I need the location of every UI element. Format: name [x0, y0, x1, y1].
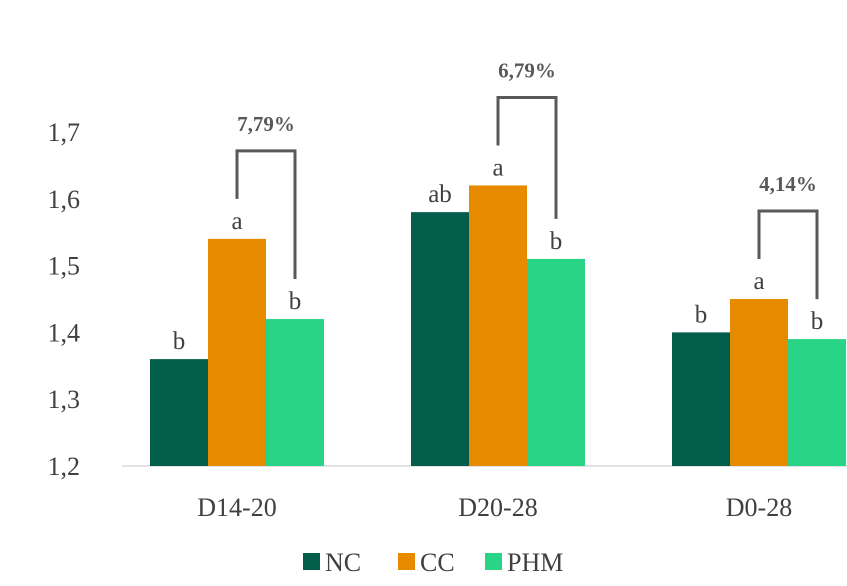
comparison-bracket: [235, 149, 297, 280]
bar-cc: [469, 185, 527, 466]
legend-label-phm: PHM: [507, 548, 563, 577]
comparison-bracket: [496, 95, 558, 219]
comparison-bracket: [757, 209, 819, 300]
bar-nc: [150, 359, 208, 466]
y-tick-label: 1,6: [48, 185, 81, 214]
bar-nc: [411, 212, 469, 466]
y-tick-label: 1,5: [48, 252, 81, 281]
x-tick-label: D0-28: [726, 493, 792, 522]
legend-swatch-cc: [398, 553, 415, 570]
significance-letter: b: [550, 228, 563, 255]
bar-cc: [208, 238, 266, 466]
significance-letter: b: [811, 308, 824, 335]
y-tick-label: 1,7: [48, 118, 81, 147]
significance-letter: a: [231, 208, 242, 235]
comparison-percentage: 6,79%: [498, 58, 556, 82]
legend-swatch-nc: [303, 553, 320, 570]
legend-label-nc: NC: [325, 548, 361, 577]
y-tick-label: 1,4: [48, 318, 81, 347]
comparison-percentage: 4,14%: [759, 172, 817, 196]
bar-phm: [266, 319, 324, 466]
significance-letter: a: [492, 154, 503, 181]
significance-letter: a: [753, 268, 764, 295]
significance-letter: ab: [428, 181, 452, 208]
legend-swatch-phm: [485, 553, 502, 570]
bar-phm: [527, 258, 585, 466]
bar-nc: [672, 332, 730, 466]
y-tick-label: 1,2: [48, 452, 81, 481]
significance-letter: b: [289, 288, 302, 315]
significance-letter: b: [173, 328, 186, 355]
significance-letter: b: [695, 301, 708, 328]
legend-label-cc: CC: [420, 548, 455, 577]
x-tick-label: D20-28: [458, 493, 537, 522]
bar-cc: [730, 299, 788, 466]
bar-phm: [788, 339, 846, 466]
y-tick-label: 1,3: [48, 385, 81, 414]
x-tick-label: D14-20: [197, 493, 276, 522]
comparison-percentage: 7,79%: [237, 112, 295, 136]
